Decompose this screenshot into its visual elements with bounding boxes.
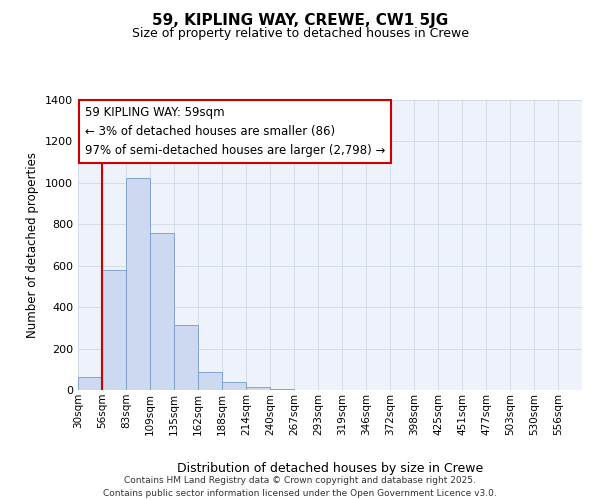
Text: Distribution of detached houses by size in Crewe: Distribution of detached houses by size … [177,462,483,475]
Bar [102,270,126,390]
Text: 59, KIPLING WAY, CREWE, CW1 5JG: 59, KIPLING WAY, CREWE, CW1 5JG [152,12,448,28]
Bar [222,382,246,390]
Bar [126,178,150,390]
Bar [174,325,198,390]
Bar [150,232,174,390]
Bar [246,387,270,390]
Text: Contains HM Land Registry data © Crown copyright and database right 2025.
Contai: Contains HM Land Registry data © Crown c… [103,476,497,498]
Bar [270,389,294,390]
Text: 59 KIPLING WAY: 59sqm
← 3% of detached houses are smaller (86)
97% of semi-detac: 59 KIPLING WAY: 59sqm ← 3% of detached h… [85,106,386,157]
Y-axis label: Number of detached properties: Number of detached properties [26,152,40,338]
Text: Size of property relative to detached houses in Crewe: Size of property relative to detached ho… [131,28,469,40]
Bar [78,376,102,390]
Bar [198,372,222,390]
